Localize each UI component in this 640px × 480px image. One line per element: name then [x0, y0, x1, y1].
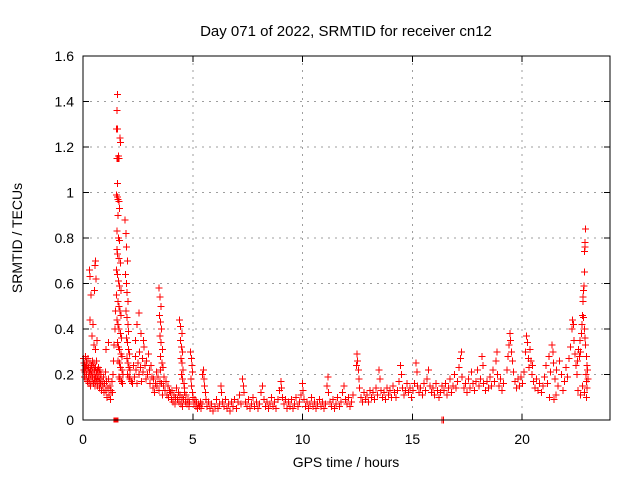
data-points-layer	[80, 91, 592, 424]
x-tick-label: 10	[295, 431, 311, 447]
y-axis-label: SRMTID / TECUs	[9, 183, 25, 293]
y-tick-label: 1.6	[55, 48, 75, 64]
y-tick-label: 1.4	[55, 94, 75, 110]
tick-labels: 0 5 10 15 20 0 0.2 0.4 0.6 0.8 1 1.2 1.4 1.6	[55, 48, 531, 447]
y-tick-label: 0	[66, 412, 74, 428]
plot-border	[82, 55, 611, 421]
y-tick-label: 0.4	[55, 321, 75, 337]
x-tick-label: 15	[405, 431, 421, 447]
scatter-points	[80, 91, 592, 424]
y-tick-label: 1.2	[55, 139, 75, 155]
y-tick-label: 1	[66, 185, 74, 201]
chart-title: Day 071 of 2022, SRMTID for receiver cn1…	[200, 23, 492, 40]
x-tick-label: 20	[514, 431, 530, 447]
y-tick-label: 0.2	[55, 367, 75, 383]
x-axis-label: GPS time / hours	[293, 454, 400, 470]
y-tick-label: 0.8	[55, 230, 75, 246]
gridlines	[83, 56, 610, 420]
x-tick-label: 5	[189, 431, 197, 447]
y-tick-label: 0.6	[55, 276, 75, 292]
x-tick-label: 0	[79, 431, 87, 447]
